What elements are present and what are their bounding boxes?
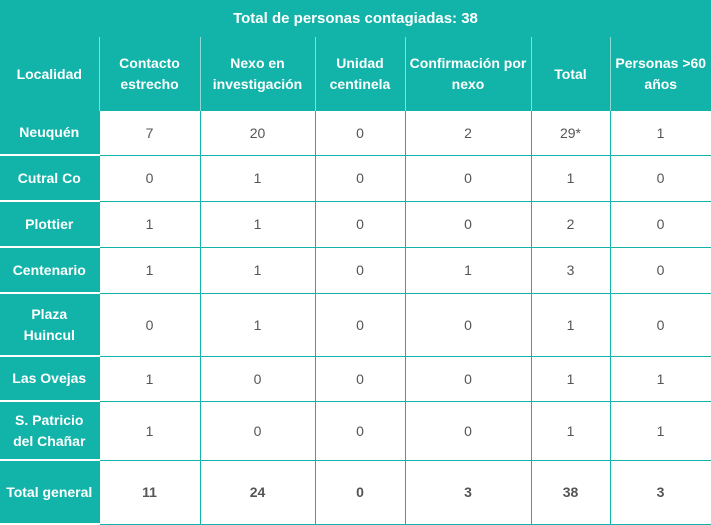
table-cell: 1: [98, 401, 200, 461]
total-cell: 0: [314, 460, 405, 525]
table-cell: 20: [199, 111, 315, 156]
table-cell: 29*: [530, 111, 610, 156]
total-cell: 24: [199, 460, 315, 525]
col-header-nexo-investigacion: Nexo en investigación: [199, 37, 315, 111]
table-cell: 0: [314, 401, 405, 461]
table-cell: 1: [98, 356, 200, 402]
table-cell: 0: [199, 356, 315, 402]
total-cell: 3: [404, 460, 531, 525]
total-cell: 11: [98, 460, 200, 525]
table-cell: 0: [609, 293, 711, 357]
table-cell: 1: [199, 293, 315, 357]
table-cell: 3: [530, 247, 610, 294]
table-cell: 0: [314, 201, 405, 248]
table-cell: 1: [609, 356, 711, 402]
table-cell: 0: [404, 356, 531, 402]
table-cell: 2: [404, 111, 531, 156]
col-header-localidad: Localidad: [0, 37, 99, 111]
table-cell: 0: [609, 155, 711, 202]
table-cell: 0: [314, 356, 405, 402]
total-row: Total general 11 24 0 3 38 3: [0, 460, 711, 525]
table-cell: 0: [404, 201, 531, 248]
row-locality: Centenario: [0, 247, 99, 294]
row-locality: Neuquén: [0, 111, 99, 156]
table-cell: 1: [530, 293, 610, 357]
col-header-total: Total: [530, 37, 610, 111]
table-cell: 0: [609, 201, 711, 248]
table-cell: 0: [404, 401, 531, 461]
row-locality: S. Patricio del Chañar: [0, 401, 99, 461]
table-row: Las Ovejas 1 0 0 0 1 1: [0, 356, 711, 402]
table-cell: 1: [530, 401, 610, 461]
col-header-unidad-centinela: Unidad centinela: [314, 37, 405, 111]
table-cell: 1: [98, 247, 200, 294]
table-cell: 1: [199, 201, 315, 248]
table-cell: 0: [314, 155, 405, 202]
table-cell: 1: [404, 247, 531, 294]
table-cell: 0: [314, 293, 405, 357]
col-header-confirmacion-nexo: Confirmación por nexo: [404, 37, 531, 111]
cases-by-locality-table: Localidad Contacto estrecho Nexo en inve…: [0, 37, 711, 525]
table-cell: 0: [199, 401, 315, 461]
row-locality: Las Ovejas: [0, 356, 99, 402]
table-cell: 1: [98, 201, 200, 248]
table-cell: 0: [609, 247, 711, 294]
table-row: Centenario 1 1 0 1 3 0: [0, 247, 711, 294]
table-cell: 1: [609, 401, 711, 461]
table-cell: 1: [199, 155, 315, 202]
table-cell: 0: [98, 155, 200, 202]
table-cell: 0: [98, 293, 200, 357]
row-locality: Plottier: [0, 201, 99, 248]
table-cell: 0: [314, 111, 405, 156]
row-locality: Cutral Co: [0, 155, 99, 202]
header-row: Localidad Contacto estrecho Nexo en inve…: [0, 37, 711, 111]
table-title: Total de personas contagiadas: 38: [0, 0, 711, 37]
table-cell: 2: [530, 201, 610, 248]
table-cell: 1: [199, 247, 315, 294]
row-locality: Plaza Huincul: [0, 293, 99, 357]
table-cell: 0: [314, 247, 405, 294]
col-header-personas-60: Personas >60 años: [609, 37, 711, 111]
table-cell: 1: [530, 155, 610, 202]
row-locality: Total general: [0, 460, 99, 525]
table-row: Cutral Co 0 1 0 0 1 0: [0, 155, 711, 202]
table-row: S. Patricio del Chañar 1 0 0 0 1 1: [0, 401, 711, 461]
table-row: Plaza Huincul 0 1 0 0 1 0: [0, 293, 711, 357]
col-header-contacto-estrecho: Contacto estrecho: [98, 37, 200, 111]
total-cell: 38: [530, 460, 610, 525]
table-row: Plottier 1 1 0 0 2 0: [0, 201, 711, 248]
total-cell: 3: [609, 460, 711, 525]
table-cell: 7: [98, 111, 200, 156]
table-cell: 0: [404, 293, 531, 357]
table-cell: 1: [609, 111, 711, 156]
table-cell: 0: [404, 155, 531, 202]
table-cell: 1: [530, 356, 610, 402]
table-row: Neuquén 7 20 0 2 29* 1: [0, 111, 711, 156]
